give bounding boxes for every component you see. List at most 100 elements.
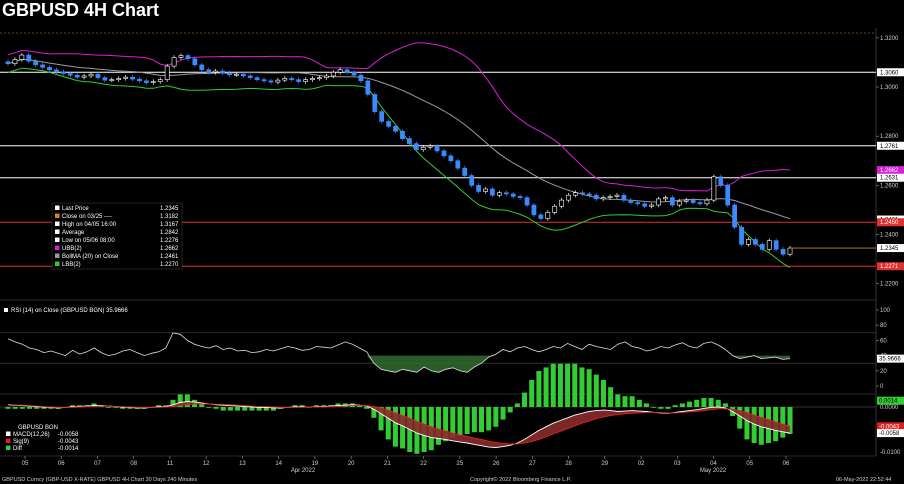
x-axis-label: 02 xyxy=(638,461,645,467)
candle-body xyxy=(157,79,163,82)
macd-diff-bar xyxy=(177,394,183,407)
macd-diff-bar xyxy=(77,405,83,407)
candle-body xyxy=(413,143,419,151)
rsi-oversold-fill xyxy=(8,355,790,373)
footer-left: GBPUSD Curncy (GBP-USD X-RATE) GBPUSD 4H… xyxy=(2,477,197,483)
candle-body xyxy=(676,201,682,206)
candle-body xyxy=(213,70,218,73)
macd-legend: GBPUSD BGN MACD(12,26) -0.0058 Sig(9) -0.00… xyxy=(6,425,79,452)
macd-diff-bar xyxy=(507,407,513,413)
candle-body xyxy=(337,69,343,73)
macd-diff-bar xyxy=(665,407,671,409)
macd-diff-bar xyxy=(220,407,226,411)
x-axis-label: 25 xyxy=(457,461,464,467)
macd-diff-bar xyxy=(565,363,571,407)
candle-body xyxy=(490,188,495,196)
price-axis-label: 1.2450 xyxy=(880,220,899,226)
macd-diff-bar xyxy=(27,407,33,409)
macd-diff-bar xyxy=(500,407,506,420)
rsi-axis-label: 100 xyxy=(880,308,891,314)
candle-body xyxy=(725,185,731,206)
macd-diff-bar xyxy=(156,405,162,407)
candle-body xyxy=(150,81,156,83)
price-axis-label-bg xyxy=(877,244,904,253)
macd-diff-bar xyxy=(70,405,76,407)
legend-value: 1.2461 xyxy=(160,254,179,260)
macd-diff-bar xyxy=(557,363,563,407)
macd-diff-bar xyxy=(435,407,441,445)
macd-diff-bar xyxy=(270,407,276,411)
candle-body xyxy=(303,79,308,82)
macd-diff-bar xyxy=(357,405,363,407)
x-axis-label: 05 xyxy=(22,461,29,467)
macd-diff-bar xyxy=(780,407,786,438)
candle-body xyxy=(441,150,447,157)
price-panel: 1.3200 1.3060 1.3000 1.2800 1.2761 1.2662 1.26… xyxy=(0,36,904,288)
candle-body xyxy=(400,130,405,139)
candle-body xyxy=(19,54,25,60)
candle-body xyxy=(407,138,412,144)
macd-signal-line xyxy=(7,403,791,445)
chart-title: GBPUSD 4H Chart xyxy=(2,0,160,20)
candle-body xyxy=(732,204,738,228)
candle-body xyxy=(379,111,385,122)
candle-body xyxy=(393,126,398,132)
upper-bollinger-band xyxy=(7,42,791,192)
price-axis-label-bg xyxy=(877,262,904,271)
candle-body xyxy=(614,194,620,197)
candle-body xyxy=(607,196,613,198)
candle-body xyxy=(697,202,703,205)
candle-body xyxy=(683,199,689,202)
macd-diff-bar xyxy=(694,399,700,407)
candle-body xyxy=(496,192,502,196)
macd-legend-swatch xyxy=(6,438,11,443)
bollinger-moving-average xyxy=(7,58,791,220)
candle-body xyxy=(40,64,45,68)
price-axis-label: 1.2662 xyxy=(880,168,899,174)
candle-body xyxy=(434,145,440,152)
legend-value: 1.3167 xyxy=(160,222,179,228)
macd-axis-label-bg xyxy=(877,396,904,405)
candle-body xyxy=(483,188,488,192)
x-axis-label: 06 xyxy=(58,461,65,467)
macd-diff-bar xyxy=(579,367,585,407)
candle-body xyxy=(552,205,558,213)
rsi-axis-label: 80 xyxy=(880,323,887,329)
macd-diff-bar xyxy=(299,405,305,407)
candle-body xyxy=(669,197,675,206)
candle-body xyxy=(759,244,765,250)
macd-diff-bar xyxy=(651,407,657,408)
x-axis-label: 03 xyxy=(674,461,681,467)
candle-body xyxy=(538,214,544,219)
candle-body xyxy=(711,176,717,201)
rsi-last-label: 35.9666 xyxy=(879,357,901,363)
x-axis-label: 22 xyxy=(420,461,427,467)
macd-diff-bar xyxy=(751,407,757,443)
candle-body xyxy=(545,212,551,219)
candle-body xyxy=(12,59,18,64)
legend-swatch xyxy=(55,213,60,218)
x-axis-label: 08 xyxy=(130,461,137,467)
macd-diff-bar xyxy=(744,407,750,440)
candle-body xyxy=(773,240,779,250)
legend-swatch xyxy=(55,229,60,234)
x-axis-label: 05 xyxy=(746,461,753,467)
candle-body xyxy=(663,197,668,200)
macd-diff-bar xyxy=(385,407,391,440)
macd-diff-bar xyxy=(529,380,535,407)
macd-diff-bar xyxy=(313,405,320,407)
rsi-legend-label: RSI (14) on Close (GBPUSD BGN) 35.9666 xyxy=(11,308,128,314)
candle-body xyxy=(81,75,87,78)
macd-diff-bar xyxy=(600,380,606,407)
candle-body xyxy=(372,94,378,112)
legend-label: LBB(2) xyxy=(62,262,81,268)
candle-body xyxy=(164,65,170,80)
macd-axis-label-bg xyxy=(877,429,904,438)
macd-axis-label-bg xyxy=(877,422,904,431)
candle-body xyxy=(47,67,52,71)
legend-value: 1.2276 xyxy=(160,238,179,244)
macd-diff-bar xyxy=(392,407,398,447)
candle-body xyxy=(116,78,122,80)
price-axis-label: 1.2400 xyxy=(880,233,899,239)
